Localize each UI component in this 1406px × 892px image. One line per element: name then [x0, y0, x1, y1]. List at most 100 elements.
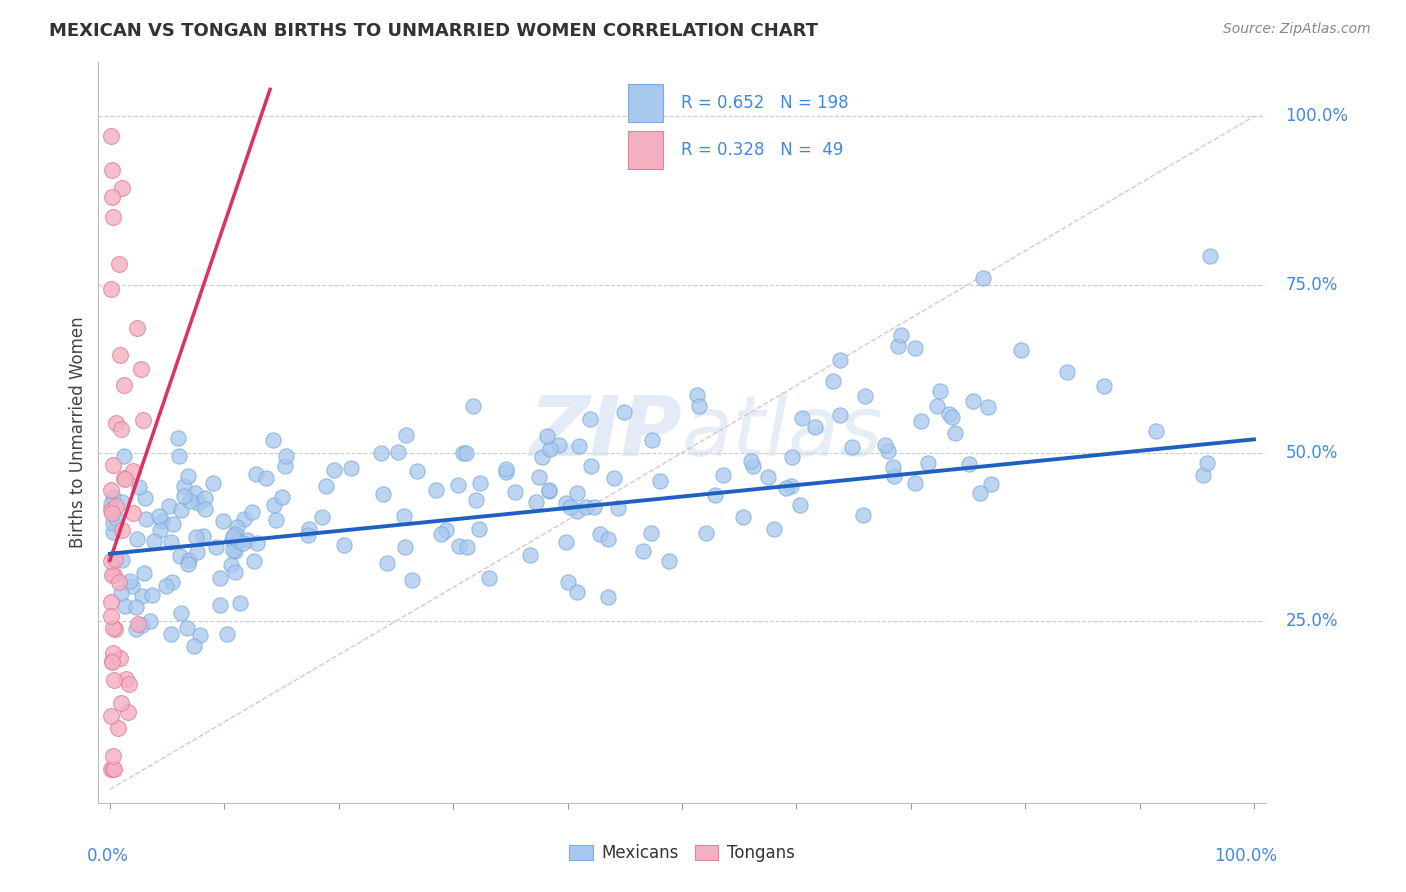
Point	[101, 506, 124, 520]
Point	[134, 491, 156, 505]
Point	[125, 622, 148, 636]
Point	[224, 565, 246, 579]
Point	[262, 434, 284, 448]
Point	[263, 498, 285, 512]
Point	[883, 469, 905, 483]
Point	[1198, 249, 1220, 263]
Point	[226, 533, 249, 548]
Point	[121, 463, 143, 477]
Point	[406, 464, 429, 478]
Point	[225, 520, 247, 534]
Point	[969, 486, 991, 500]
Point	[131, 618, 153, 632]
Point	[789, 499, 811, 513]
Point	[779, 479, 801, 493]
Point	[229, 596, 252, 610]
Point	[103, 762, 125, 776]
Point	[333, 538, 356, 552]
Point	[387, 445, 409, 459]
Point	[464, 493, 486, 508]
Point	[598, 590, 620, 604]
Point	[686, 388, 709, 402]
Point	[141, 588, 163, 602]
Point	[456, 540, 478, 554]
Point	[108, 575, 131, 590]
Point	[110, 553, 132, 567]
Point	[557, 575, 579, 590]
Point	[100, 708, 122, 723]
Point	[711, 467, 734, 482]
Point	[606, 501, 628, 516]
Point	[641, 434, 664, 448]
Point	[101, 568, 124, 582]
Point	[401, 573, 423, 587]
Point	[972, 271, 994, 285]
Text: ZIP: ZIP	[529, 392, 682, 473]
Point	[658, 554, 681, 568]
Point	[110, 586, 132, 600]
Point	[555, 535, 578, 549]
Point	[841, 440, 863, 454]
Point	[127, 617, 149, 632]
Point	[790, 411, 813, 425]
Point	[558, 500, 581, 514]
Point	[100, 503, 122, 517]
Point	[112, 377, 135, 392]
Point	[977, 400, 1000, 414]
Text: 0.0%: 0.0%	[87, 847, 128, 865]
Point	[603, 471, 626, 485]
Point	[101, 655, 124, 669]
Point	[495, 465, 517, 479]
Point	[215, 626, 238, 640]
Point	[149, 524, 172, 538]
Point	[394, 541, 416, 555]
Point	[581, 459, 603, 474]
Point	[101, 762, 124, 776]
Point	[467, 523, 489, 537]
Point	[530, 450, 553, 465]
Point	[340, 460, 363, 475]
Point	[114, 672, 136, 686]
Point	[695, 526, 717, 541]
Point	[143, 533, 166, 548]
Point	[103, 646, 125, 660]
Point	[904, 475, 927, 490]
Point	[221, 533, 243, 547]
Point	[110, 422, 132, 436]
Point	[451, 446, 474, 460]
Point	[731, 509, 754, 524]
Point	[957, 457, 980, 471]
Point	[186, 545, 208, 559]
Point	[742, 458, 765, 473]
Point	[100, 129, 122, 144]
Point	[179, 494, 201, 508]
Point	[101, 190, 124, 204]
Point	[246, 535, 269, 549]
Point	[103, 749, 125, 764]
Point	[184, 530, 207, 544]
Point	[112, 450, 135, 464]
Point	[929, 384, 952, 398]
Point	[370, 446, 392, 460]
Point	[425, 483, 447, 498]
Point	[775, 481, 797, 495]
Point	[565, 504, 588, 518]
Text: 25.0%: 25.0%	[1285, 612, 1339, 630]
Point	[159, 535, 181, 549]
Point	[169, 549, 191, 563]
Point	[274, 449, 297, 463]
Point	[890, 328, 912, 343]
Point	[107, 721, 129, 735]
Point	[740, 454, 762, 468]
Point	[527, 469, 550, 483]
Point	[449, 539, 471, 553]
Point	[756, 470, 779, 484]
Point	[110, 696, 132, 710]
Point	[830, 408, 852, 422]
Point	[574, 500, 596, 514]
Point	[538, 483, 561, 497]
Point	[1010, 343, 1032, 357]
Point	[463, 399, 485, 413]
Point	[103, 567, 125, 582]
Point	[219, 558, 242, 572]
